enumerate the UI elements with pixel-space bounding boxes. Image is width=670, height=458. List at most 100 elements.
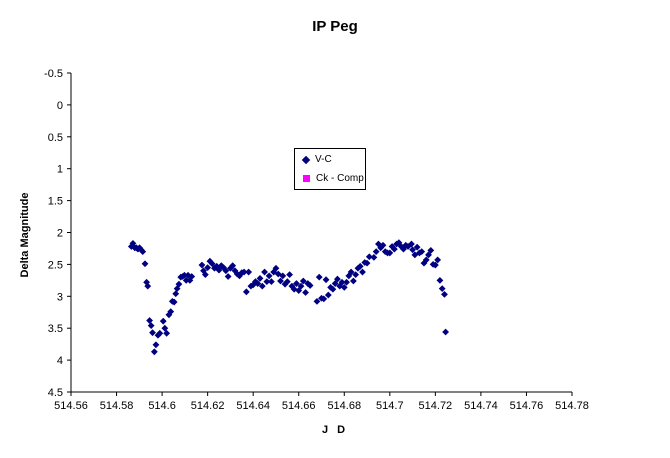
- v-c-point: [409, 246, 416, 254]
- v-c-point: [265, 272, 273, 280]
- v-c-point: [372, 248, 380, 256]
- y-tick-label: 1: [57, 164, 63, 176]
- v-c-point: [204, 264, 212, 271]
- v-c-point: [441, 290, 448, 298]
- chart-title: IP Peg: [312, 18, 358, 35]
- x-axis-label: J D: [321, 424, 349, 436]
- v-c-point: [156, 329, 164, 337]
- v-c-point: [390, 245, 398, 253]
- v-c-point: [146, 317, 153, 324]
- v-c-point: [129, 239, 137, 247]
- v-c-point: [340, 283, 348, 291]
- v-c-point: [167, 308, 175, 316]
- x-tick-label: 514.6: [148, 400, 176, 412]
- x-tick-label: 514.58: [100, 400, 134, 412]
- v-c-point: [165, 311, 173, 319]
- v-c-point: [161, 324, 169, 332]
- v-c-point: [152, 341, 160, 349]
- v-c-point: [322, 276, 330, 284]
- v-c-point: [293, 280, 300, 287]
- y-tick-label: 1.5: [48, 196, 63, 208]
- v-c-point: [150, 348, 158, 356]
- v-c-point: [329, 285, 337, 293]
- y-tick-label: 2: [57, 228, 63, 240]
- x-tick-label: 514.62: [191, 400, 225, 412]
- v-c-point: [352, 271, 360, 279]
- v-c-point: [434, 256, 442, 264]
- v-c-point: [147, 322, 155, 330]
- v-c-point: [240, 268, 248, 276]
- v-c-point: [137, 246, 145, 254]
- v-c-point: [182, 276, 190, 284]
- v-c-point: [359, 268, 366, 276]
- v-c-point: [343, 278, 350, 286]
- y-tick-label: 0.5: [48, 132, 63, 144]
- x-tick-label: 514.74: [464, 400, 498, 412]
- legend-label-v-c: V-C: [315, 154, 332, 165]
- v-c-point: [408, 240, 415, 248]
- v-c-point: [175, 280, 183, 288]
- v-c-point: [258, 282, 266, 290]
- v-c-point: [224, 273, 232, 280]
- v-c-point: [334, 275, 341, 283]
- legend-item-v-c: V-C: [295, 151, 365, 168]
- y-tick-label: 4.5: [48, 387, 63, 399]
- v-c-point: [365, 253, 373, 261]
- v-c-point: [141, 260, 149, 268]
- legend-square-marker: [303, 175, 310, 182]
- v-c-point: [136, 244, 143, 252]
- v-c-point: [201, 271, 209, 279]
- v-c-point: [245, 268, 253, 276]
- v-c-point: [413, 243, 421, 251]
- v-c-point: [261, 268, 268, 276]
- v-c-point: [302, 289, 309, 296]
- v-c-point: [268, 278, 275, 286]
- v-c-point: [277, 277, 284, 285]
- x-tick-label: 514.76: [510, 400, 544, 412]
- v-c-point: [286, 271, 294, 279]
- y-tick-label: 4: [57, 355, 63, 367]
- v-c-point: [375, 240, 382, 248]
- x-tick-label: 514.7: [376, 400, 404, 412]
- v-c-series: [127, 239, 450, 356]
- v-c-point: [297, 282, 305, 290]
- v-c-point: [263, 278, 271, 286]
- v-c-point: [170, 298, 178, 306]
- v-c-point: [427, 246, 435, 254]
- x-tick-label: 514.64: [236, 400, 270, 412]
- y-tick-label: 2.5: [48, 259, 63, 271]
- v-c-point: [272, 264, 280, 272]
- v-c-point: [400, 245, 407, 253]
- v-c-point: [315, 273, 323, 281]
- v-c-point: [442, 328, 450, 336]
- y-tick-label: 3: [57, 291, 63, 303]
- x-tick-label: 514.68: [327, 400, 361, 412]
- legend-diamond-marker: [301, 155, 311, 164]
- v-c-point: [229, 262, 237, 270]
- y-tick-label: 0: [57, 100, 63, 112]
- v-c-point: [313, 298, 321, 305]
- v-c-point: [386, 249, 394, 257]
- v-c-point: [431, 261, 439, 269]
- v-c-point: [363, 259, 371, 267]
- legend: V-C Ck - Comp: [294, 148, 366, 190]
- v-c-point: [198, 261, 206, 269]
- v-c-point: [181, 271, 188, 279]
- v-c-point: [422, 256, 430, 264]
- v-c-point: [254, 280, 262, 287]
- x-tick-label: 514.72: [419, 400, 453, 412]
- v-c-point: [349, 277, 357, 285]
- v-c-point: [418, 248, 426, 256]
- v-c-point: [347, 268, 355, 276]
- v-c-point: [388, 243, 396, 250]
- v-c-point: [379, 241, 387, 249]
- v-c-point: [172, 290, 180, 298]
- x-tick-label: 514.66: [282, 400, 316, 412]
- v-c-point: [222, 267, 230, 275]
- v-c-point: [320, 295, 328, 303]
- v-c-point: [356, 262, 364, 270]
- v-c-point: [144, 282, 152, 290]
- v-c-point: [402, 241, 410, 249]
- v-c-point: [283, 278, 291, 286]
